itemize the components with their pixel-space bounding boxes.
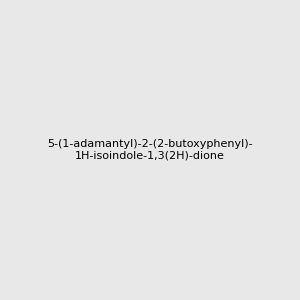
Text: 5-(1-adamantyl)-2-(2-butoxyphenyl)-
1H-isoindole-1,3(2H)-dione: 5-(1-adamantyl)-2-(2-butoxyphenyl)- 1H-i…	[47, 139, 253, 161]
